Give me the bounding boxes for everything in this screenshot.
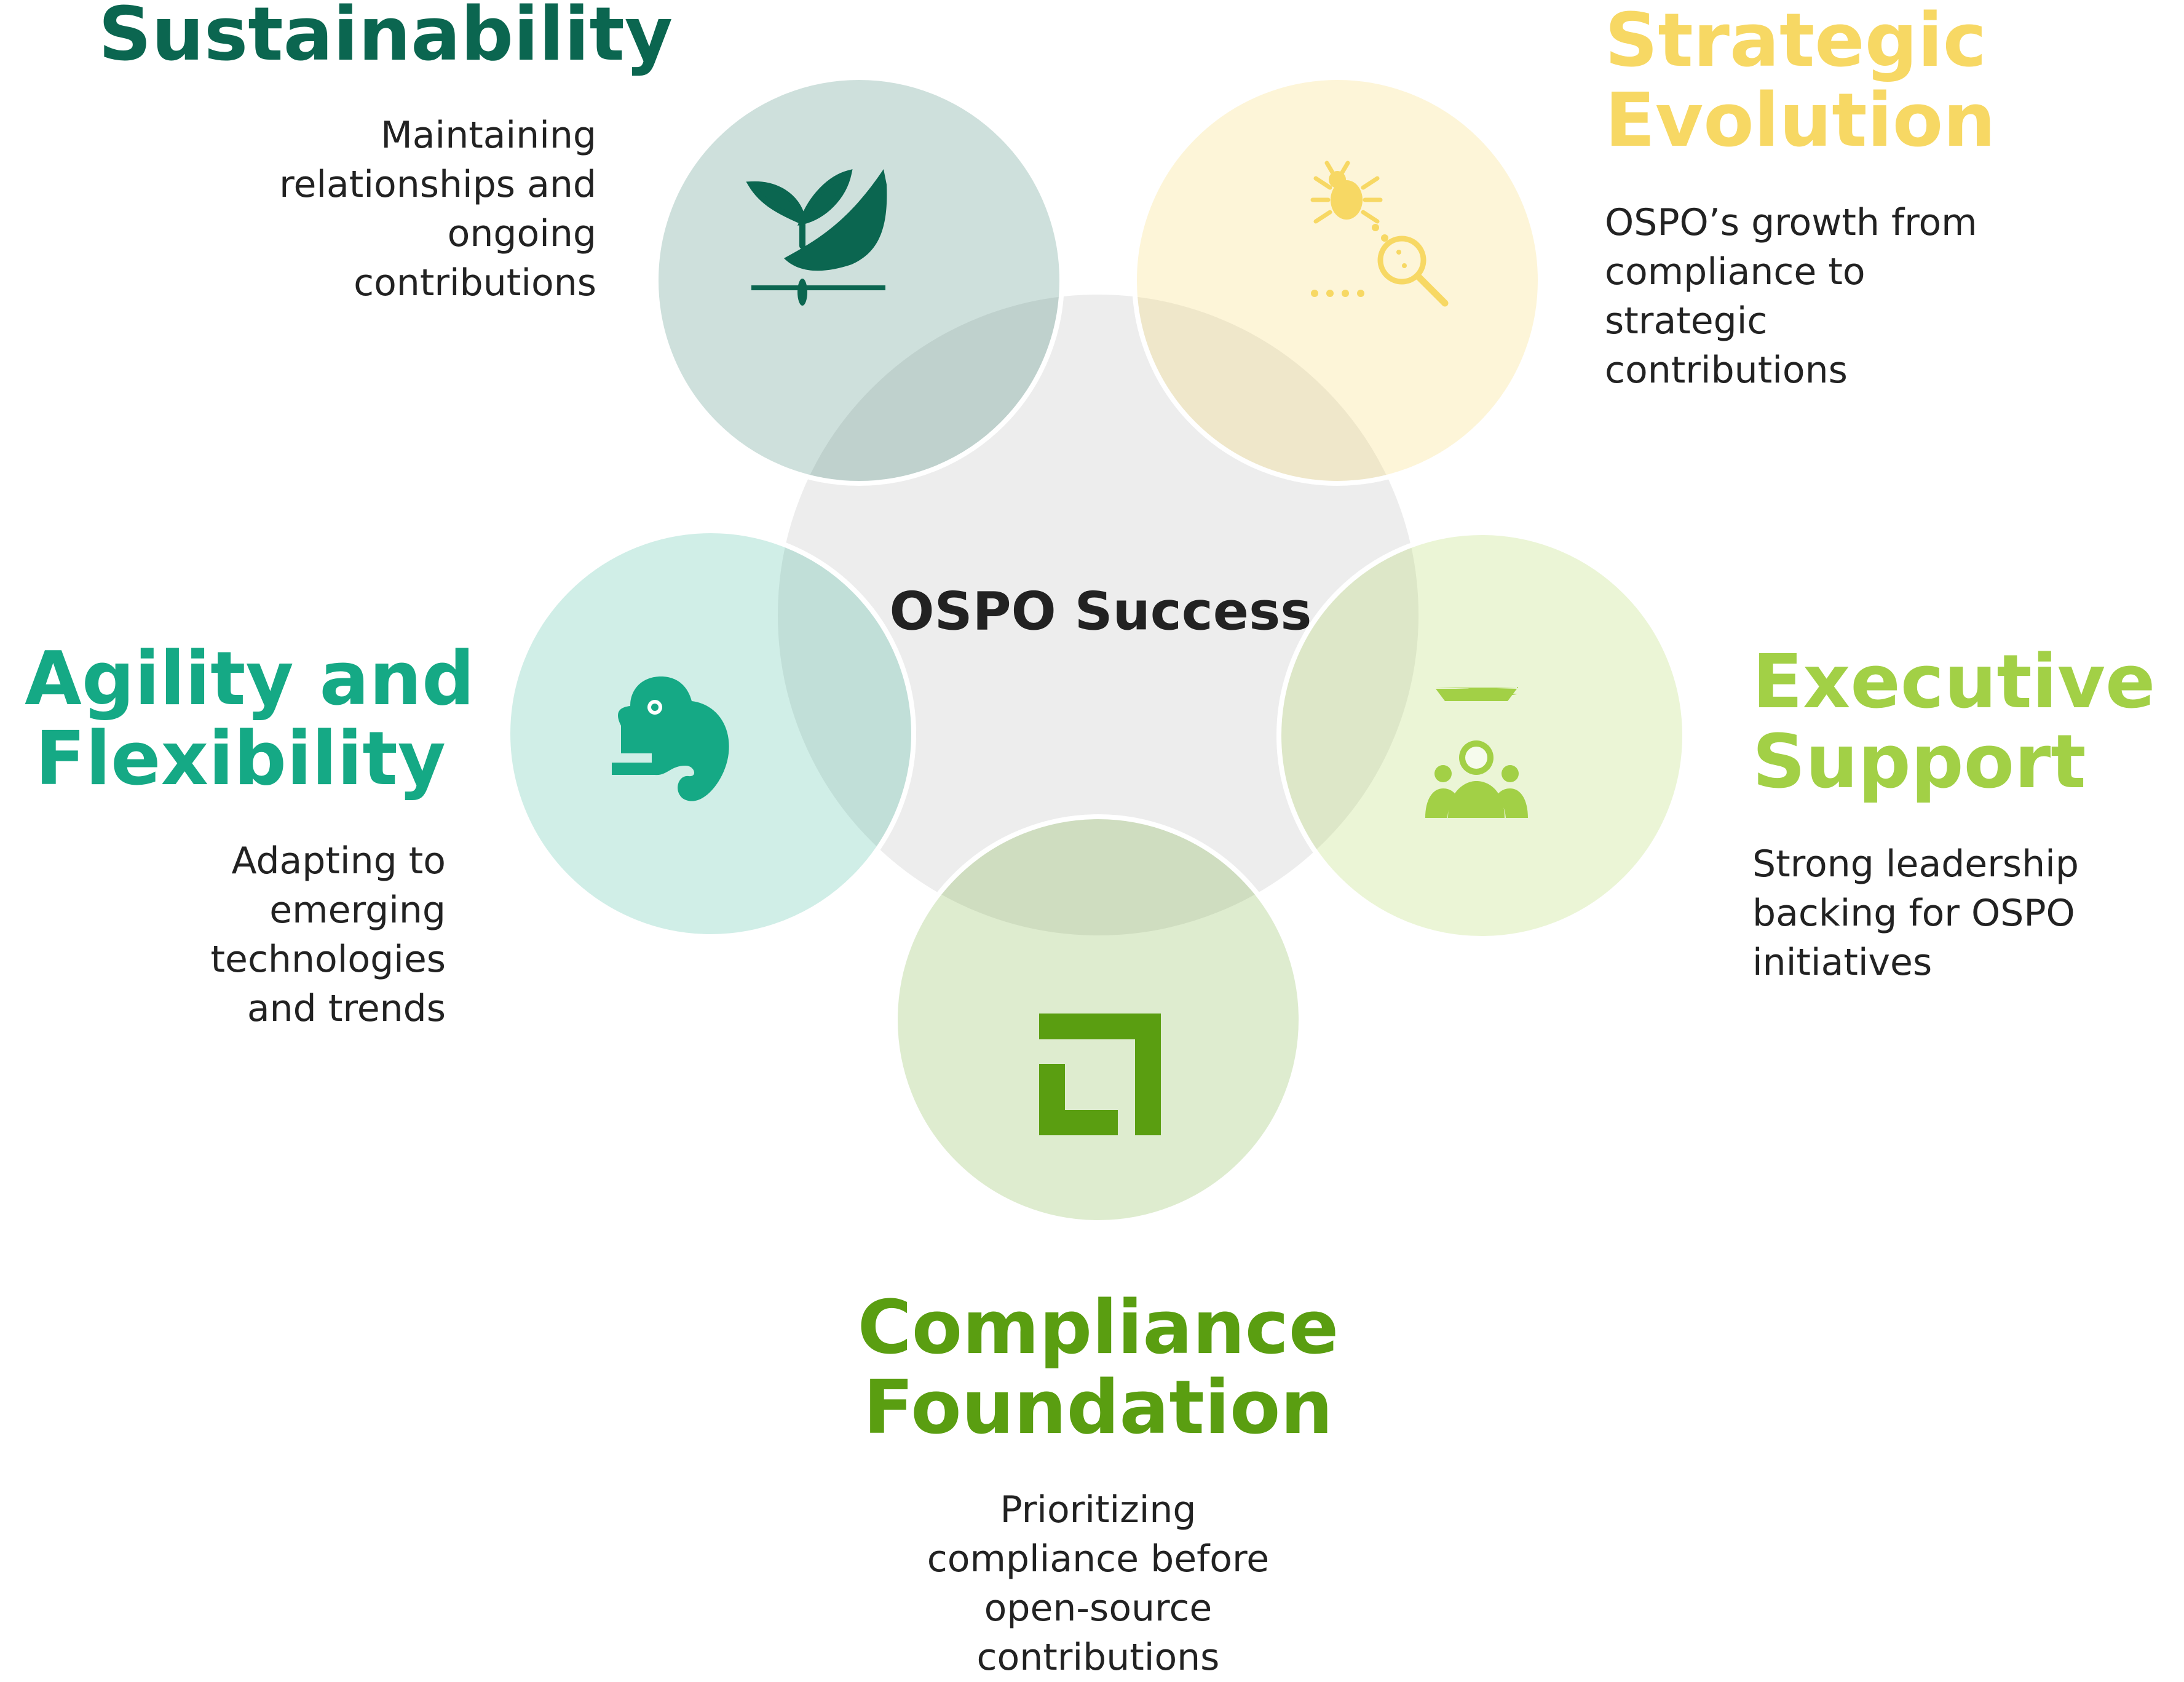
executive-title: Executive Support <box>1752 643 2170 803</box>
compliance-title: Compliance Foundation <box>821 1288 1375 1448</box>
sustainability-title: Sustainability <box>98 0 673 77</box>
bug-magnifier-icon <box>1310 161 1449 307</box>
strategic-title: Strategic Evolution <box>1605 1 2097 161</box>
description-line: open-source <box>984 1587 1213 1630</box>
description-line: technologies <box>210 938 446 981</box>
strategic-circle <box>1132 75 1543 486</box>
strategic-description: OSPO’s growth from compliance to strateg… <box>1605 198 2084 395</box>
agility-description: Adapting to emerging technologies and tr… <box>123 836 446 1033</box>
title-line: Agility and <box>25 637 475 722</box>
center-circle <box>773 290 1423 940</box>
sustainability-description: Maintaining relationships and ongoing co… <box>184 111 596 307</box>
description-line: and trends <box>247 987 446 1030</box>
title-line: Executive <box>1752 640 2156 725</box>
description-line: compliance before <box>927 1537 1270 1581</box>
sustainability-circle <box>654 75 1064 486</box>
title-line: Foundation <box>863 1365 1333 1451</box>
title-line: Evolution <box>1605 78 1996 164</box>
title-line: Strategic <box>1605 0 1987 84</box>
description-line: relationships and <box>279 163 596 206</box>
description-line: ongoing <box>447 212 596 255</box>
square-frame-icon <box>1039 1014 1161 1135</box>
description-line: contributions <box>976 1636 1220 1679</box>
description-line: backing for OSPO <box>1752 892 2075 935</box>
description-line: OSPO’s growth from <box>1605 201 1977 244</box>
description-line: Strong leadership <box>1752 843 2079 886</box>
chameleon-icon <box>612 676 729 801</box>
executive-description: Strong leadership backing for OSPO initi… <box>1752 839 2170 987</box>
compliance-description: Prioritizing compliance before open-sour… <box>852 1485 1344 1682</box>
description-line: contributions <box>354 261 596 304</box>
center-label: OSPO Success <box>890 581 1312 642</box>
description-line: contributions <box>1605 349 1848 392</box>
description-line: Adapting to <box>231 839 446 883</box>
executive-circle <box>1276 530 1687 941</box>
title-line: Sustainability <box>98 0 673 77</box>
description-line: emerging <box>269 889 446 932</box>
sprout-leaf-icon <box>746 169 887 306</box>
description-line: strategic <box>1605 300 1768 343</box>
title-line: Support <box>1752 720 2086 805</box>
agility-title: Agility and Flexibility <box>25 637 475 802</box>
description-line: Prioritizing <box>1000 1488 1197 1531</box>
leader-group-icon <box>1425 687 1528 818</box>
description-line: compliance to <box>1605 250 1866 293</box>
title-line: Flexibility <box>35 716 446 802</box>
description-line: Maintaining <box>380 114 596 157</box>
title-line: Compliance <box>857 1285 1339 1371</box>
description-line: initiatives <box>1752 941 1933 984</box>
